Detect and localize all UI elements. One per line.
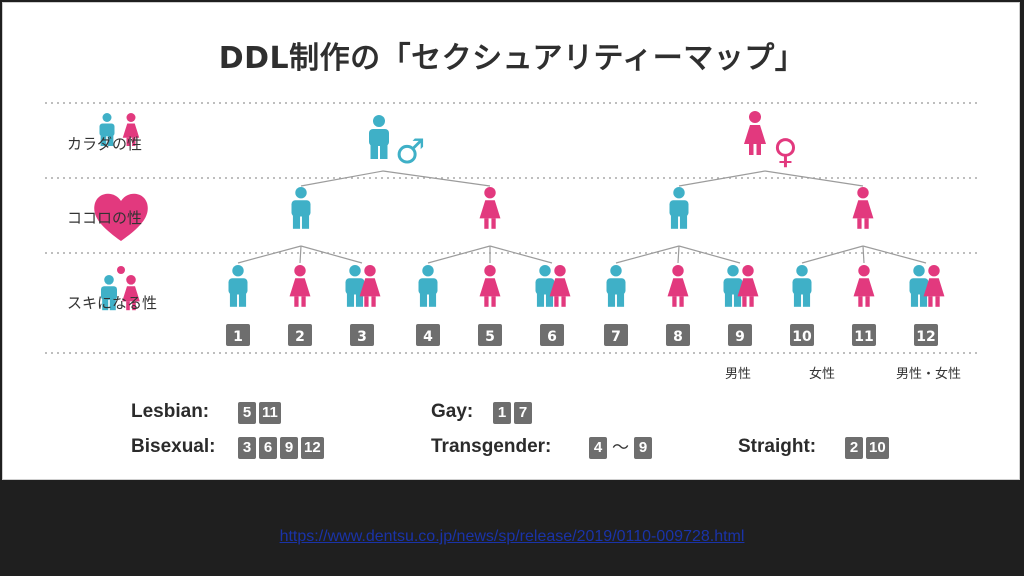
number-label: 5 (485, 329, 495, 345)
sexuality-map-diagram: ♂ ♀ 1 2 3 4 5 6 7 8 9 10 11 12 (45, 102, 981, 354)
number-label: 11 (854, 329, 873, 345)
number-box (790, 324, 814, 346)
attraction-male-figure-10 (792, 265, 812, 307)
number-box (350, 324, 374, 346)
attraction-both-figure-12 (909, 265, 945, 307)
number-label: 10 (792, 329, 812, 345)
number-chip: 4 (589, 437, 607, 459)
bisexual-label: Bisexual: (131, 436, 216, 457)
attraction-sex-icon (101, 275, 140, 311)
tree-connector (427, 245, 491, 264)
tree-connector (489, 245, 553, 264)
row-label-body-sex: カラダの性 (67, 135, 143, 153)
range-separator: 〜 (612, 438, 629, 458)
legend-male-label: 男性 (725, 367, 752, 382)
number-chip: 3 (238, 437, 256, 459)
bisexual-numbers: 3 6 9 12 (238, 437, 324, 459)
attraction-male-figure-1 (228, 265, 248, 307)
tree-connector (300, 170, 384, 187)
number-chip: 12 (301, 437, 324, 459)
tree-connector (801, 245, 864, 264)
tree-connector (678, 170, 766, 187)
number-box (416, 324, 440, 346)
number-label: 4 (423, 329, 433, 345)
attraction-female-figure-8 (667, 265, 689, 307)
number-box (914, 324, 938, 346)
tree-connector (862, 245, 927, 264)
attraction-female-figure-5 (479, 265, 501, 307)
page-title: DDL制作の「セクシュアリティーマップ」 (218, 41, 806, 76)
gay-numbers: 1 7 (493, 402, 532, 424)
gay-label: Gay: (431, 401, 474, 422)
body-female-figure (744, 111, 766, 155)
tree-connector (862, 245, 865, 264)
number-box (540, 324, 564, 346)
number-chip: 7 (514, 402, 532, 424)
tree-connector (300, 245, 363, 264)
tree-connector (764, 170, 864, 187)
attraction-both-figure-3 (345, 265, 381, 307)
number-box (288, 324, 312, 346)
number-chip: 9 (280, 437, 298, 459)
tree-connector (677, 245, 680, 264)
number-box (604, 324, 628, 346)
attraction-both-figure-6 (535, 265, 571, 307)
content-panel: DDL制作の「セクシュアリティーマップ」 ♂ ♀ 1 2 3 4 5 6 7 8 9 10 11 12 … (2, 2, 1020, 480)
tree-connector (237, 245, 302, 264)
number-label: 8 (673, 329, 683, 345)
heart-icon (94, 193, 148, 241)
number-chip: 11 (259, 402, 281, 424)
row-label-attraction-sex: スキになる性 (67, 294, 158, 312)
number-chip: 5 (238, 402, 256, 424)
number-box (852, 324, 876, 346)
number-chip: 9 (634, 437, 652, 459)
source-url-link[interactable]: https://www.dentsu.co.jp/news/sp/release… (279, 528, 745, 545)
number-box (728, 324, 752, 346)
number-chip: 1 (493, 402, 511, 424)
tree-connector (382, 170, 491, 187)
number-chip: 6 (259, 437, 277, 459)
mind-male-figure (291, 187, 311, 229)
row-label-mind-sex: ココロの性 (67, 209, 143, 227)
body-sex-icon (99, 113, 140, 146)
number-label: 3 (357, 329, 367, 345)
straight-label: Straight: (738, 436, 817, 457)
mind-male-figure (669, 187, 689, 229)
number-label: 9 (735, 329, 745, 345)
attraction-male-figure-4 (418, 265, 438, 307)
female-symbol-icon: ♀ (773, 132, 798, 172)
number-box (666, 324, 690, 346)
small-heart-icon (117, 266, 125, 274)
transgender-label: Transgender: (431, 436, 552, 457)
number-label: 7 (611, 329, 621, 345)
transgender-numbers: 4 〜 9 (589, 437, 652, 459)
male-symbol-icon: ♂ (395, 132, 425, 172)
number-label: 6 (547, 329, 557, 345)
attraction-female-figure-11 (853, 265, 875, 307)
straight-numbers: 2 10 (845, 437, 889, 459)
attraction-both-figure-9 (723, 265, 759, 307)
mind-female-figure (479, 187, 501, 229)
number-box (478, 324, 502, 346)
tree-connector (615, 245, 680, 264)
number-label: 1 (233, 329, 243, 345)
lesbian-label: Lesbian: (131, 401, 210, 422)
attraction-female-figure-2 (289, 265, 311, 307)
body-male-figure (369, 115, 389, 159)
legend-female-label: 女性 (809, 367, 836, 382)
lesbian-numbers: 5 11 (238, 402, 281, 424)
number-chip: 10 (866, 437, 889, 459)
number-chip: 2 (845, 437, 863, 459)
number-box (226, 324, 250, 346)
attraction-male-figure-7 (606, 265, 626, 307)
legend-both-label: 男性・女性 (896, 367, 962, 382)
number-label: 2 (295, 329, 305, 345)
tree-connector (678, 245, 741, 264)
number-label: 12 (916, 329, 935, 345)
mind-female-figure (852, 187, 874, 229)
tree-connector (299, 245, 302, 264)
